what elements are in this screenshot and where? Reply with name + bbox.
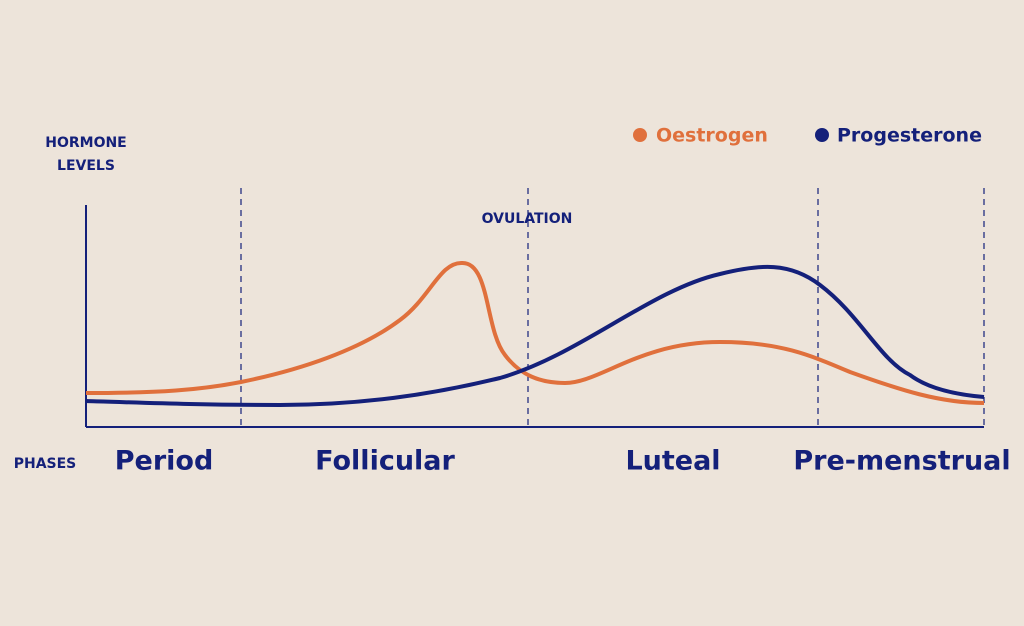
y-axis-label: LEVELS: [57, 158, 115, 174]
legend-label: Oestrogen: [656, 125, 768, 147]
phase-name: Follicular: [315, 446, 455, 477]
phase-name: Pre-menstrual: [793, 446, 1010, 477]
phase-name: Luteal: [625, 446, 720, 477]
oestrogen-curve: [85, 260, 985, 405]
legend-label: Progesterone: [837, 125, 982, 147]
progesterone-curve: [85, 264, 985, 408]
ovulation-label: OVULATION: [482, 211, 573, 227]
legend-dot: [815, 128, 829, 142]
phase-name: Period: [115, 446, 214, 477]
legend-dot: [633, 128, 647, 142]
phases-label: PHASES: [14, 456, 77, 472]
y-axis-label: HORMONE: [45, 135, 127, 151]
